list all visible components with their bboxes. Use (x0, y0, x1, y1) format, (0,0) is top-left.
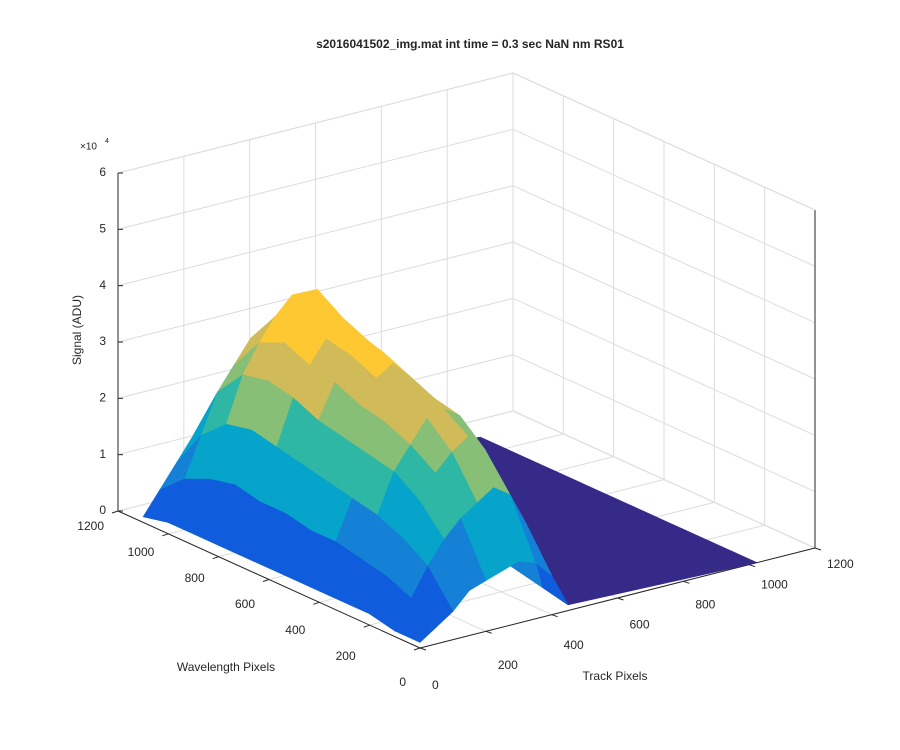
z-tick-label: 6 (99, 165, 106, 179)
tick-mark (413, 647, 421, 651)
x-tick-label: 0 (432, 678, 439, 692)
z-tick-label: 5 (99, 222, 106, 236)
axis-labels: 0 1 2 3 4 5 6 0 200 400 600 800 1000 1200 0 200 400 600 80… (77, 165, 854, 692)
surface (142, 288, 759, 643)
tick-mark (313, 601, 320, 605)
tick-mark (262, 579, 270, 582)
x-tick-label: 400 (564, 638, 584, 652)
x-axis-label: Track Pixels (583, 669, 648, 683)
tick-mark (419, 647, 427, 651)
tick-mark (617, 597, 624, 601)
tick-mark (814, 547, 822, 551)
x-tick-label: 200 (498, 658, 518, 672)
surface-patch (394, 598, 437, 643)
x-tick-label: 1200 (827, 557, 854, 571)
z-tick-label: 1 (99, 447, 106, 461)
y-tick-label: 600 (235, 597, 255, 611)
z-tick-label: 3 (99, 334, 106, 348)
z-scale-exponent: 4 (105, 138, 109, 145)
y-tick-label: 400 (285, 623, 305, 637)
tick-mark (162, 533, 169, 537)
tick-mark (485, 630, 492, 634)
z-tick-label: 2 (99, 391, 106, 405)
box-edge (117, 72, 514, 174)
y-tick-label: 1000 (128, 545, 155, 559)
tick-mark (212, 556, 219, 560)
chart-title: s2016041502_img.mat int time = 0.3 sec N… (316, 37, 624, 51)
x-tick-label: 600 (630, 618, 650, 632)
y-tick-label: 0 (399, 675, 406, 689)
tick-mark (363, 624, 370, 628)
z-scale-base: ×10 (80, 142, 97, 153)
y-axis-label: Wavelength Pixels (177, 660, 275, 674)
z-axis-label: Signal (ADU) (70, 295, 84, 365)
tick-mark (749, 564, 756, 568)
tick-mark (551, 614, 558, 618)
x-tick-label: 1000 (761, 577, 788, 591)
y-tick-label: 800 (185, 571, 205, 585)
tick-mark (111, 510, 119, 514)
y-tick-label: 1200 (77, 519, 104, 533)
z-tick-label: 4 (99, 278, 106, 292)
x-tick-label: 800 (695, 598, 715, 612)
z-tick-label: 0 (99, 503, 106, 517)
box-edge (512, 72, 816, 211)
tick-mark (683, 580, 690, 584)
y-tick-label: 200 (336, 649, 356, 663)
